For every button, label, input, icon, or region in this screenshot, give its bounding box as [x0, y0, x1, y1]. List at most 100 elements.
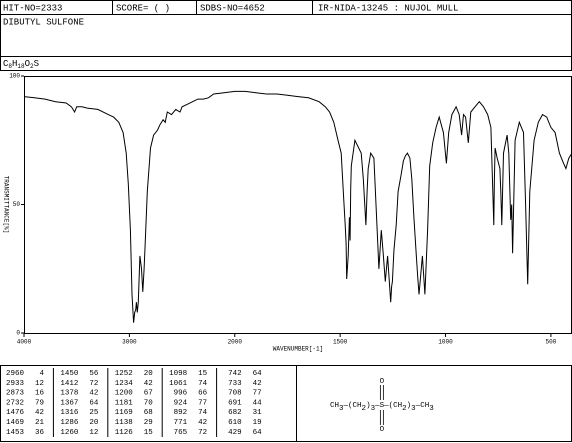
peak-transmittance: 20: [89, 419, 99, 427]
peak-wavenumber: 429: [228, 429, 242, 437]
formula-part: H: [12, 59, 17, 69]
structure-part: —(CH: [383, 402, 402, 410]
peak-transmittance: 20: [144, 370, 154, 378]
sdbs-no: SDBS-NO=4652: [200, 3, 265, 13]
peak-transmittance: 42: [144, 380, 153, 388]
structure-part: —CH: [415, 402, 430, 410]
peak-wavenumber: 2873: [6, 390, 25, 398]
peak-transmittance: 15: [198, 370, 208, 378]
peak-transmittance: 68: [144, 409, 153, 417]
method: IR-NIDA-13245 : NUJOL MULL: [318, 3, 458, 13]
formula-subscript: 8: [8, 63, 12, 70]
peak-transmittance: 67: [144, 390, 153, 398]
formula-box: [0, 56, 572, 71]
peak-transmittance: 4: [39, 370, 44, 378]
peak-transmittance: 15: [144, 429, 154, 437]
peak-wavenumber: 1138: [115, 419, 133, 427]
peak-transmittance: 36: [35, 429, 45, 437]
structure-subscript: 2: [362, 405, 367, 413]
x-tick-label: 1500: [333, 339, 348, 346]
formula-part: S: [34, 59, 39, 69]
peak-wavenumber: 892: [174, 409, 188, 417]
peak-transmittance: 31: [253, 409, 263, 417]
structure-part: CH: [330, 402, 339, 410]
spectrum-line: [23, 90, 572, 323]
peak-wavenumber: 2933: [6, 380, 25, 388]
peak-wavenumber: 2960: [6, 370, 25, 378]
peak-transmittance: 12: [89, 429, 98, 437]
peak-transmittance: 64: [253, 370, 263, 378]
y-tick-label: 0: [16, 330, 20, 337]
peak-wavenumber: 1061: [169, 380, 188, 388]
x-tick-label: 4000: [17, 339, 32, 346]
peak-transmittance: 64: [89, 399, 99, 407]
peak-wavenumber: 924: [174, 399, 188, 407]
peak-transmittance: 42: [89, 390, 98, 398]
peak-transmittance: 16: [35, 390, 45, 398]
formula-subscript: 2: [30, 63, 34, 70]
peak-transmittance: 74: [198, 409, 208, 417]
peak-wavenumber: 1169: [115, 409, 133, 417]
peak-wavenumber: 1476: [6, 409, 25, 417]
score: SCORE= ( ): [116, 3, 170, 13]
x-axis-label: WAVENUMBER[-1]: [273, 346, 323, 353]
peak-transmittance: 19: [253, 419, 262, 427]
peak-wavenumber: 1181: [115, 399, 134, 407]
peak-wavenumber: 765: [174, 429, 188, 437]
table-box: [0, 365, 572, 442]
peak-wavenumber: 1286: [60, 419, 79, 427]
peak-wavenumber: 610: [228, 419, 242, 427]
compound-name: DIBUTYL SULFONE: [3, 17, 84, 27]
peak-transmittance: 42: [35, 409, 44, 417]
structure-subscript: 3: [429, 405, 434, 413]
peak-transmittance: 21: [35, 419, 45, 427]
peak-wavenumber: 1316: [60, 409, 79, 417]
peak-transmittance: 74: [198, 380, 208, 388]
peak-wavenumber: 1234: [115, 380, 134, 388]
peak-transmittance: 72: [198, 429, 207, 437]
structure-part: ): [407, 402, 412, 410]
oxygen: O: [380, 426, 385, 434]
name-box: [0, 14, 572, 57]
peak-transmittance: 72: [89, 380, 98, 388]
peak-wavenumber: 2732: [6, 399, 24, 407]
structure-subscript: 3: [339, 405, 344, 413]
peak-transmittance: 29: [144, 419, 153, 427]
oxygen: O: [380, 378, 385, 386]
peak-wavenumber: 1378: [60, 390, 78, 398]
structure-part: —(CH: [343, 402, 362, 410]
peak-wavenumber: 771: [174, 419, 188, 427]
peak-wavenumber: 996: [174, 390, 188, 398]
peak-wavenumber: 1469: [6, 419, 24, 427]
structure-part: ): [366, 402, 371, 410]
peak-wavenumber: 1367: [60, 399, 78, 407]
peak-transmittance: 66: [198, 390, 208, 398]
peak-transmittance: 25: [89, 409, 99, 417]
peak-wavenumber: 1450: [60, 370, 79, 378]
structure-part: —: [374, 402, 380, 410]
peak-transmittance: 42: [198, 419, 207, 427]
peak-wavenumber: 682: [228, 409, 242, 417]
hit-no: HIT-NO=2333: [3, 3, 62, 13]
peak-wavenumber: 1252: [115, 370, 133, 378]
peak-wavenumber: 708: [228, 390, 242, 398]
peak-transmittance: 77: [253, 390, 262, 398]
x-tick-label: 1000: [438, 339, 453, 346]
peak-wavenumber: 1412: [60, 380, 78, 388]
y-axis-label: TRANSMITTANCE[%]: [2, 176, 9, 234]
peak-transmittance: 12: [35, 380, 44, 388]
peak-wavenumber: 733: [228, 380, 242, 388]
formula-part: C: [3, 59, 9, 69]
peak-transmittance: 56: [89, 370, 99, 378]
formula-part: O: [25, 59, 30, 69]
y-tick-label: 100: [9, 73, 20, 80]
structure-subscript: 3: [411, 405, 416, 413]
structure-subscript: 2: [402, 405, 407, 413]
header-box: [0, 0, 572, 15]
peak-wavenumber: 1126: [115, 429, 134, 437]
peak-wavenumber: 1200: [115, 390, 134, 398]
peak-wavenumber: 1098: [169, 370, 187, 378]
formula-subscript: 18: [17, 63, 25, 70]
